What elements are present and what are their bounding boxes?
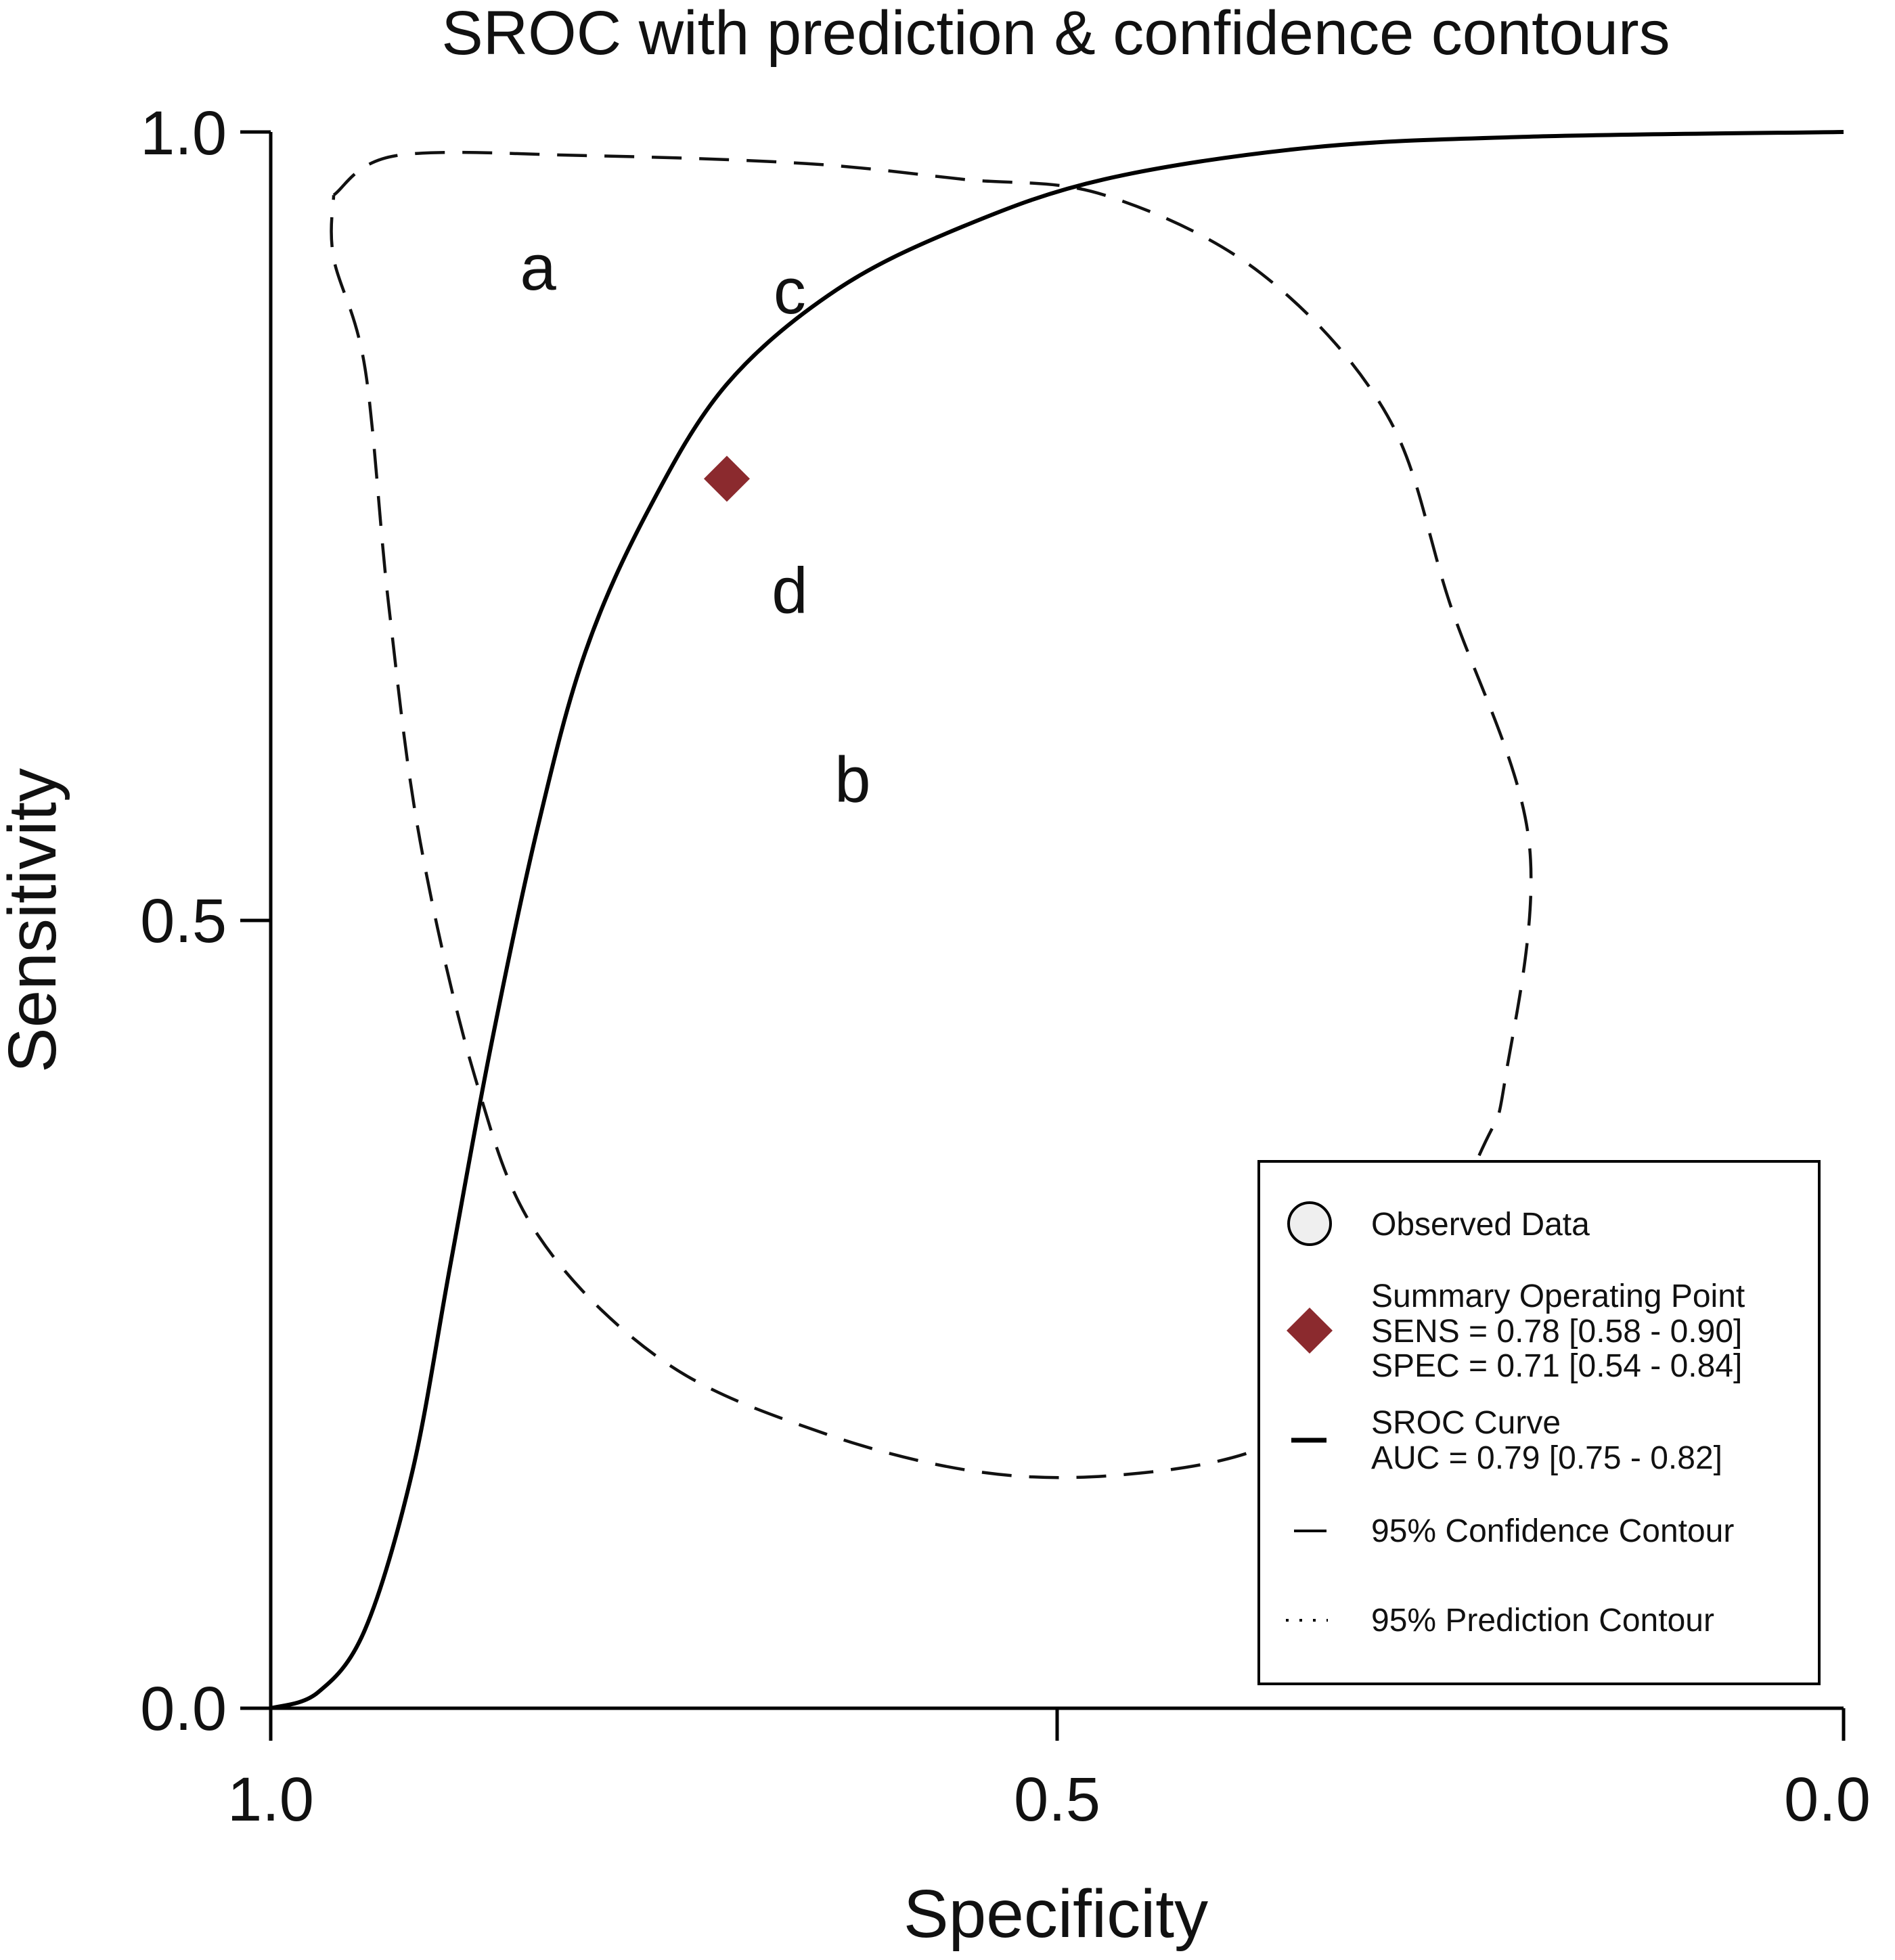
summary-point-icon bbox=[1287, 1308, 1333, 1354]
legend-confidence-label: 95% Confidence Contour bbox=[1371, 1513, 1734, 1549]
confidence-contour-line bbox=[330, 150, 1533, 1479]
legend-box bbox=[1257, 1160, 1821, 1685]
legend-summary-line: Summary Operating Point bbox=[1371, 1278, 1745, 1314]
y-axis-label: Sensitivity bbox=[0, 768, 70, 1073]
legend-summary-line: SENS = 0.78 [0.58 - 0.90] bbox=[1371, 1314, 1742, 1350]
x-axis-label: Specificity bbox=[904, 1876, 1208, 1952]
x-tick-label: 0.5 bbox=[1014, 1765, 1100, 1834]
x-tick-label: 1.0 bbox=[227, 1765, 314, 1834]
annotation-label-d: d bbox=[772, 554, 807, 627]
legend-sroc-line: SROC Curve bbox=[1371, 1405, 1561, 1441]
annotation-label-c: c bbox=[774, 255, 806, 328]
y-tick-label: 0.5 bbox=[140, 887, 227, 956]
annotation-label-a: a bbox=[520, 231, 556, 304]
legend-summary-line: SPEC = 0.71 [0.54 - 0.84] bbox=[1371, 1348, 1742, 1384]
annotation-label-b: b bbox=[834, 744, 870, 816]
y-tick-label: 1.0 bbox=[140, 99, 227, 168]
legend-prediction-label: 95% Prediction Contour bbox=[1371, 1603, 1714, 1639]
sroc-curve-line bbox=[270, 130, 1844, 1710]
legend-sroc-line: AUC = 0.79 [0.75 - 0.82] bbox=[1371, 1440, 1722, 1476]
y-tick-label: 0.0 bbox=[140, 1674, 227, 1743]
observed-data-icon bbox=[1287, 1201, 1332, 1246]
x-tick-label: 0.0 bbox=[1784, 1765, 1871, 1834]
chart-title: SROC with prediction & confidence contou… bbox=[441, 0, 1670, 68]
legend: Observed Data Summary Operating Point SE… bbox=[1257, 1160, 1821, 1685]
legend-observed-label: Observed Data bbox=[1371, 1207, 1590, 1243]
annotation-layer: a c d b bbox=[520, 231, 870, 816]
summary-operating-point bbox=[703, 455, 750, 502]
